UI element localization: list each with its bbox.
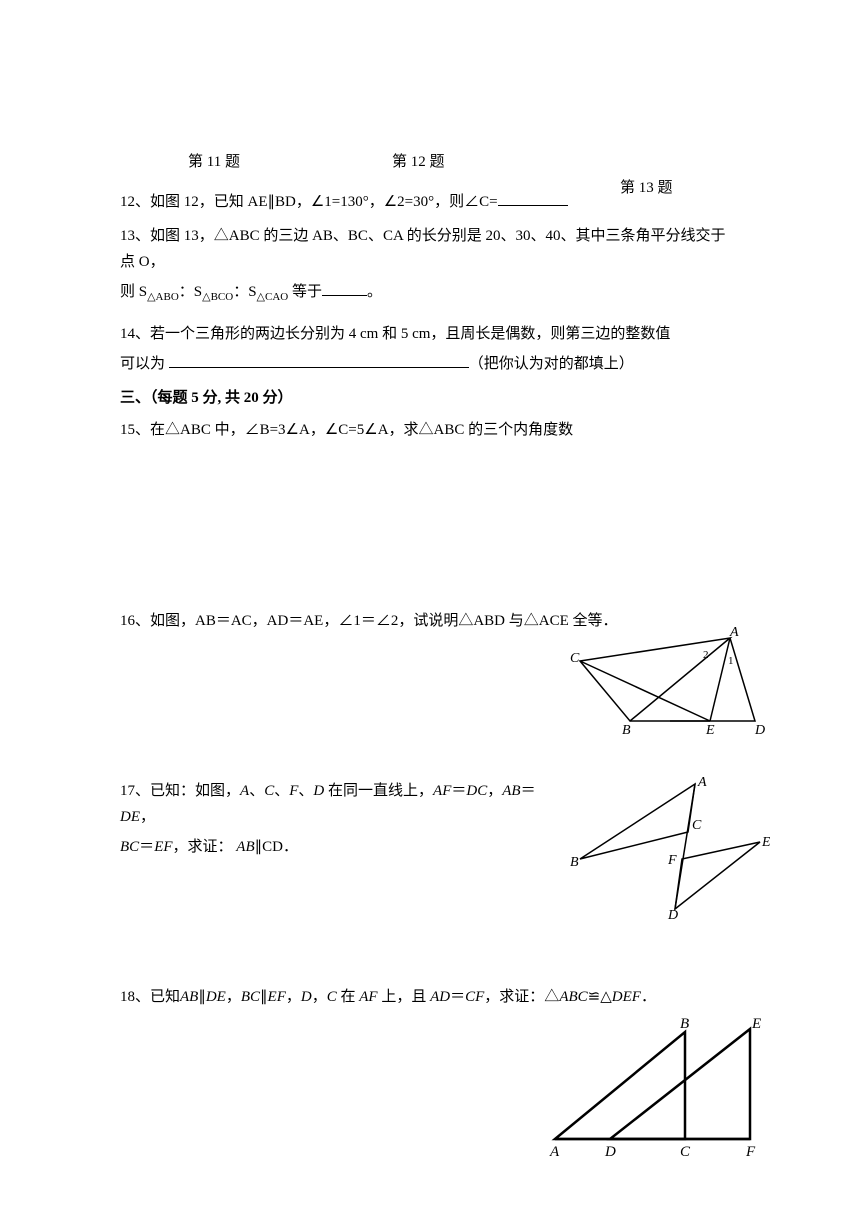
q18-m: 在: [337, 989, 360, 1005]
q17-t-a: 17、已知：如图，: [120, 783, 240, 799]
q17-t-g: 、: [298, 783, 313, 799]
fig16-label-D: D: [754, 723, 765, 736]
question-13-line1: 13、如图 13，△ABC 的三边 AB、BC、CA 的长分别是 20、30、4…: [120, 224, 740, 275]
q18-p: AD: [430, 989, 450, 1005]
q13-colon2: ：S: [233, 284, 256, 300]
q18-h: EF: [268, 989, 286, 1005]
fig18-label-F: F: [745, 1144, 756, 1159]
q13-blank: [322, 281, 367, 296]
q17-t2-d: ，求证：: [173, 839, 237, 855]
q18-g: ∥: [260, 989, 268, 1005]
q17-t2-b: ＝: [139, 839, 154, 855]
q17-t-p: DE: [120, 809, 140, 825]
q17-t-j: AF: [433, 783, 451, 799]
q17-t2-c: EF: [154, 839, 172, 855]
q18-v: DEF: [612, 989, 641, 1005]
question-15: 15、在△ABC 中，∠B=3∠A，∠C=5∠A，求△ABC 的三个内角度数: [120, 417, 740, 444]
q18-u: ≌△: [588, 989, 612, 1005]
fig18-label-A: A: [549, 1144, 560, 1159]
q18-t: ABC: [559, 989, 587, 1005]
fig18-label-C: C: [680, 1144, 691, 1159]
fig16-label-E: E: [705, 723, 715, 736]
q18-d: DE: [206, 989, 226, 1005]
q17-t-o: ＝: [521, 783, 536, 799]
q13-sub3: △CAO: [257, 291, 289, 303]
q17-t2-f: ∥: [255, 839, 263, 855]
q17-t-e: 、: [274, 783, 289, 799]
section-3-title: 三、（每题 5 分, 共 20 分）: [120, 386, 740, 407]
q12-text: 12、如图 12，已知 AE∥BD，∠1=130°，∠2=30°，则∠C=: [120, 194, 498, 210]
q18-e: ，: [226, 989, 241, 1005]
q18-f: BC: [241, 989, 260, 1005]
q17-t-q: ，: [140, 809, 155, 825]
q13-sub1: △ABO: [147, 291, 179, 303]
figure-q18: A B C D E F: [540, 1014, 770, 1159]
fig18-label-B: B: [680, 1016, 689, 1032]
fig16-label-1: 1: [728, 655, 734, 667]
q18-s: ，求证：△: [484, 989, 559, 1005]
q18-w: ．: [641, 989, 656, 1005]
fig18-label-D: D: [604, 1144, 616, 1159]
caption-q13: 第 13 题: [620, 176, 673, 197]
q17-t-c: 、: [249, 783, 264, 799]
q18-c: ∥: [198, 989, 206, 1005]
q13-end: 。: [367, 284, 382, 300]
q17-t2-h: ．: [283, 839, 298, 855]
fig16-label-A: A: [729, 626, 739, 640]
q13-suffix: 等于: [288, 284, 322, 300]
q17-t-h: D: [313, 783, 324, 799]
q17-t-l: DC: [466, 783, 487, 799]
caption-row: 第 11 题 第 12 题: [120, 150, 740, 171]
q18-l: C: [327, 989, 337, 1005]
q18-k: ，: [312, 989, 327, 1005]
q17-t2-e: AB: [236, 839, 254, 855]
question-14-line2: 可以为 （把你认为对的都填上）: [120, 351, 740, 378]
question-17-line1: 17、已知：如图，A、C、F、D 在同一直线上，AF＝DC，AB＝DE，: [120, 779, 550, 830]
q13-colon1: ：S: [179, 284, 202, 300]
q17-t-d: C: [264, 783, 274, 799]
fig18-label-E: E: [751, 1016, 761, 1032]
q18-i: ，: [286, 989, 301, 1005]
fig17-label-A: A: [697, 775, 707, 790]
q17-t-k: ＝: [451, 783, 466, 799]
fig16-label-B: B: [622, 723, 631, 736]
fig17-label-C: C: [692, 818, 702, 833]
q13-sub2: △BCO: [202, 291, 233, 303]
question-14-line1: 14、若一个三角形的两边长分别为 4 cm 和 5 cm，且周长是偶数，则第三边…: [120, 322, 740, 348]
q14-suffix: （把你认为对的都填上）: [469, 356, 634, 372]
fig17-label-F: F: [667, 853, 677, 868]
q18-n: AF: [359, 989, 377, 1005]
q12-blank: [498, 191, 568, 206]
q18-j: D: [301, 989, 312, 1005]
question-17-line2: BC＝EF，求证： AB∥CD．: [120, 834, 550, 861]
q18-o: 上，且: [378, 989, 431, 1005]
figure-q17: A B C D E F: [560, 774, 770, 919]
fig17-label-E: E: [761, 835, 770, 850]
q18-a: 18、已知: [120, 989, 180, 1005]
question-13-line2: 则 S△ABO：S△BCO：S△CAO 等于。: [120, 279, 740, 308]
q17-t2-a: BC: [120, 839, 139, 855]
q18-q: ＝: [450, 989, 465, 1005]
caption-q11: 第 11 题: [188, 150, 240, 171]
q17-t-b: A: [240, 783, 249, 799]
fig17-label-B: B: [570, 855, 579, 870]
question-18: 18、已知AB∥DE，BC∥EF，D，C 在 AF 上，且 AD＝CF，求证：△…: [120, 984, 740, 1011]
q14-blank: [169, 353, 469, 368]
fig16-label-2: 2: [703, 649, 709, 661]
q17-t-m: ，: [487, 783, 502, 799]
q17-t-i: 在同一直线上，: [324, 783, 433, 799]
figure-q16: A B C D E 1 2: [560, 626, 775, 736]
q14-prefix: 可以为: [120, 356, 165, 372]
caption-q12: 第 12 题: [392, 150, 445, 171]
fig16-label-C: C: [570, 651, 580, 666]
q17-t-n: AB: [502, 783, 520, 799]
q18-r: CF: [465, 989, 484, 1005]
q18-b: AB: [180, 989, 198, 1005]
q13-prefix: 则 S: [120, 284, 147, 300]
fig17-label-D: D: [667, 908, 678, 919]
spacer-q15: [120, 458, 740, 608]
q17-t2-g: CD: [262, 839, 283, 855]
